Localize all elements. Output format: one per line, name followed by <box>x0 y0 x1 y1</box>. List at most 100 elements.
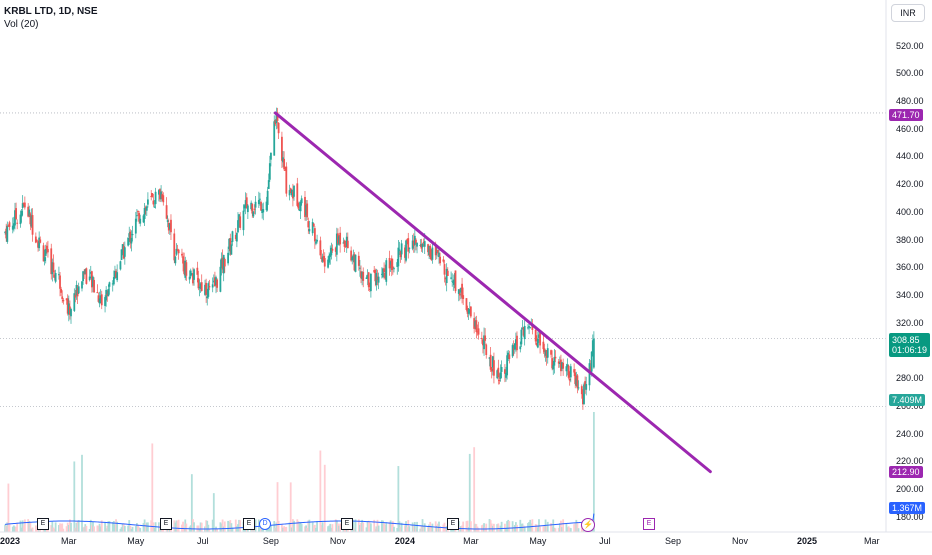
volume-indicator-label: Vol (20) <box>4 19 39 30</box>
volume-bar <box>482 524 484 532</box>
volume-bar <box>14 526 16 532</box>
lightning-icon[interactable]: ⚡ <box>581 518 595 532</box>
volume-bar <box>142 523 145 532</box>
volume-bar <box>490 523 493 532</box>
candle-body <box>181 253 183 256</box>
volume-bar <box>321 522 324 532</box>
volume-bar <box>574 522 577 532</box>
candle-body <box>242 210 245 231</box>
candle-body <box>67 303 70 315</box>
trendline[interactable] <box>273 111 712 474</box>
price-tick-label: 200.00 <box>896 484 924 495</box>
currency-button[interactable]: INR <box>891 4 925 22</box>
volume-bar <box>188 526 191 532</box>
volume-bar <box>15 526 17 532</box>
volume-bar <box>228 521 231 532</box>
candle-body <box>361 272 364 280</box>
volume-bar <box>439 526 442 532</box>
candle-body <box>227 252 229 264</box>
candle-body <box>527 327 529 329</box>
candle-body <box>237 220 239 233</box>
volume-bar <box>444 527 447 532</box>
candle-body <box>338 236 340 245</box>
volume-bar <box>293 520 295 532</box>
candle-body <box>212 280 215 282</box>
candle-body <box>588 363 591 386</box>
candle-body <box>393 268 395 270</box>
candle-body <box>423 241 426 247</box>
volume-bar <box>36 528 38 532</box>
candle-body <box>521 328 524 330</box>
volume-bar <box>190 474 193 532</box>
candle-body <box>197 278 200 289</box>
earnings-marker[interactable]: E <box>160 518 172 530</box>
candle-body <box>507 352 510 358</box>
candle-body <box>554 356 557 359</box>
time-tick-label: Mar <box>61 536 77 546</box>
volume-bar <box>451 528 454 532</box>
volume-bar <box>288 522 291 532</box>
volume-bar <box>469 521 472 532</box>
candle-body <box>453 274 456 285</box>
volume-bar <box>230 523 233 532</box>
upcoming-earnings-marker[interactable]: E <box>643 518 655 530</box>
candle-body <box>573 369 576 373</box>
candle-body <box>108 282 111 287</box>
candle-body <box>76 287 79 297</box>
candle-body <box>438 252 440 258</box>
candle-body <box>535 342 538 346</box>
volume-bar <box>34 525 37 532</box>
dividend-marker[interactable]: D <box>259 518 271 530</box>
candle-body <box>575 378 578 386</box>
volume-bar <box>277 520 280 532</box>
earnings-marker[interactable]: E <box>243 518 255 530</box>
volume-bar <box>76 521 79 532</box>
candle-body <box>252 211 255 217</box>
candle-body <box>329 253 332 257</box>
candle-body <box>354 254 357 272</box>
candle-body <box>445 268 448 284</box>
candle-body <box>522 327 525 336</box>
volume-bar <box>359 525 361 532</box>
candle-body <box>316 239 318 242</box>
volume-bar <box>323 464 326 532</box>
candle-body <box>506 355 509 376</box>
volume-bar <box>108 521 111 532</box>
candle-body <box>274 120 277 125</box>
candle-body <box>589 366 592 373</box>
earnings-marker[interactable]: E <box>447 518 459 530</box>
volume-bar <box>511 521 514 532</box>
volume-bar <box>331 524 334 532</box>
volume-bar <box>52 527 55 532</box>
volume-bar <box>107 521 110 532</box>
candle-body <box>82 271 84 282</box>
volume-bar <box>507 519 510 532</box>
candle-body <box>142 215 145 223</box>
volume-bar <box>427 527 429 532</box>
volume-bar <box>308 519 311 532</box>
volume-bar <box>116 521 119 532</box>
volume-bar <box>192 519 194 532</box>
volume-bar <box>193 522 195 532</box>
candle-body <box>288 190 291 196</box>
volume-bar <box>354 519 357 532</box>
candle-body <box>254 201 257 208</box>
candle-body <box>277 122 280 134</box>
volume-bar <box>89 519 92 532</box>
candle-body <box>114 270 116 279</box>
time-tick-label: Mar <box>864 536 880 546</box>
volume-bar <box>185 523 188 532</box>
candle-body <box>185 262 188 276</box>
candle-body <box>130 237 133 244</box>
volume-bar <box>416 521 418 532</box>
candle-body <box>100 294 103 306</box>
earnings-marker[interactable]: E <box>37 518 49 530</box>
candle-body <box>434 244 437 256</box>
earnings-marker[interactable]: E <box>341 518 353 530</box>
volume-bar <box>268 524 271 532</box>
volume-bar <box>100 520 103 532</box>
volume-bar <box>573 524 576 532</box>
price-tick-label: 400.00 <box>896 206 924 217</box>
